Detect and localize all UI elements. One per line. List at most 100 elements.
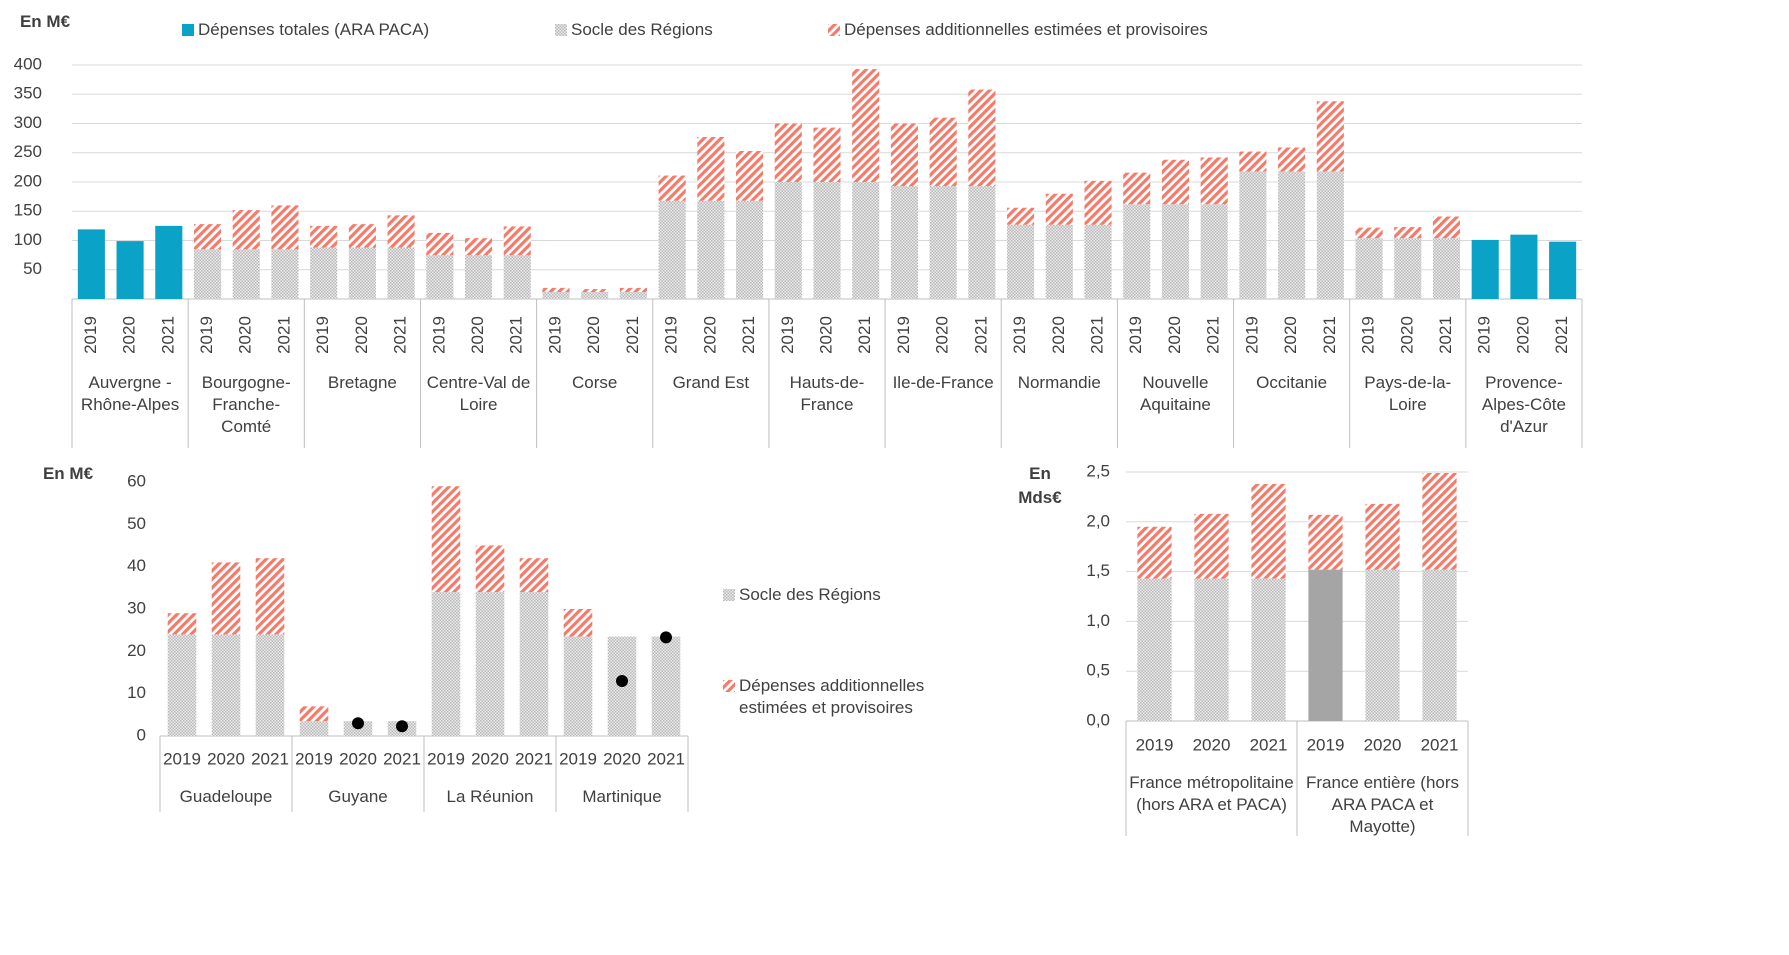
bar-segment — [968, 186, 996, 299]
x-tick-label: 2021 — [158, 316, 177, 354]
bar-segment — [271, 249, 299, 299]
x-tick-label: 2020 — [339, 749, 377, 768]
bar-segment — [1239, 151, 1267, 172]
y-tick-label: 1,5 — [1086, 561, 1110, 580]
bar-segment — [503, 226, 531, 256]
bar-segment — [1084, 224, 1112, 299]
x-tick-label: 2021 — [251, 749, 289, 768]
bar-segment — [697, 200, 725, 299]
y-tick-label: 350 — [14, 84, 42, 103]
bar-segment — [968, 89, 996, 187]
y-tick-label: 250 — [14, 142, 42, 161]
bar-segment — [431, 592, 461, 736]
bar-segment — [1394, 238, 1422, 299]
y-tick-label: 0,5 — [1086, 661, 1110, 680]
bar-segment — [736, 200, 764, 299]
bar-segment — [1084, 180, 1112, 225]
legend-label-box: Socle des Régions — [739, 585, 881, 604]
x-tick-label: 2019 — [81, 316, 100, 354]
x-tick-label: 2021 — [1204, 316, 1223, 354]
bar-segment — [1365, 503, 1400, 570]
x-tick-label: 2020 — [700, 316, 719, 354]
bar-segment — [1239, 171, 1267, 299]
bar-segment — [193, 224, 222, 250]
bar-segment — [813, 182, 841, 299]
group-label-box: Centre-Val de Loire — [427, 373, 531, 414]
x-tick-label: 2021 — [391, 316, 410, 354]
bar-segment — [310, 225, 338, 248]
x-tick-label: 2021 — [274, 316, 293, 354]
bar-segment — [426, 255, 454, 299]
group-label-box: France métropolitaine (hors ARA et PACA) — [1129, 773, 1293, 814]
x-tick-label: 2019 — [197, 316, 216, 354]
bar-segment — [1422, 569, 1457, 721]
bar-segment — [271, 205, 299, 250]
bar-segment — [1123, 172, 1151, 205]
group-label-box: France entière (hors ARA PACA et Mayotte… — [1306, 773, 1459, 836]
x-tick-label: 2020 — [1281, 316, 1300, 354]
bar-segment — [929, 186, 957, 299]
x-tick-label: 2021 — [515, 749, 553, 768]
x-tick-label: 2021 — [383, 749, 421, 768]
bar-segment — [1194, 513, 1229, 579]
bar-segment — [426, 232, 454, 256]
legend-swatch — [723, 680, 735, 692]
y-axis-label-box: En M€ — [43, 464, 93, 483]
x-tick-label: 2021 — [623, 316, 642, 354]
bar-segment — [1278, 171, 1306, 299]
y-tick-label: 10 — [127, 683, 146, 702]
x-tick-label: 2019 — [295, 749, 333, 768]
y-tick-label: 100 — [14, 230, 42, 249]
bar-segment — [1007, 207, 1035, 225]
dot-marker — [616, 674, 628, 687]
bar-segment — [1278, 147, 1306, 172]
bar-segment — [890, 186, 918, 299]
x-tick-label: 2020 — [120, 316, 139, 354]
y-tick-label: 30 — [127, 598, 146, 617]
bar-segment — [1137, 526, 1172, 579]
x-tick-label: 2020 — [603, 749, 641, 768]
bar-segment — [1422, 472, 1457, 570]
bar-segment — [348, 247, 376, 299]
legend-label-box: Dépenses additionnelles estimées et prov… — [844, 20, 1208, 39]
bar-segment — [852, 69, 880, 182]
group-label: Martinique — [582, 787, 662, 806]
bar-segment — [387, 215, 415, 248]
bar-segment — [1365, 569, 1400, 721]
x-tick-label: 2019 — [313, 316, 332, 354]
bar-segment — [1045, 224, 1073, 299]
group-label: Auvergne - Rhône-Alpes — [80, 373, 180, 414]
bar-segment — [1549, 241, 1577, 299]
y-tick-label: 1,0 — [1086, 611, 1110, 630]
bar-segment — [1161, 159, 1190, 205]
group-label: La Réunion — [446, 787, 534, 806]
legend-swatch — [555, 24, 567, 36]
legend-label: Dépenses additionnelles estimées et prov… — [739, 676, 925, 717]
x-tick-label: 2019 — [778, 316, 797, 354]
bar-segment — [1161, 204, 1190, 299]
group-label-box: Martinique — [582, 787, 662, 806]
bar-segment — [852, 182, 880, 299]
group-label-box: Bourgogne-Franche-Comté — [202, 373, 291, 436]
group-label: Bretagne — [327, 373, 397, 392]
x-tick-label: 2019 — [1242, 316, 1261, 354]
group-label-box: Bretagne — [327, 373, 397, 392]
bar-segment — [348, 224, 376, 248]
bar-segment — [1200, 204, 1228, 299]
group-label-box: Guadeloupe — [179, 787, 273, 806]
legend-label: Dépenses totales (ARA PACA) — [198, 20, 430, 39]
legend-label-box: Dépenses additionnelles estimées et prov… — [739, 676, 925, 717]
y-axis-label: En Mds€ — [1018, 464, 1062, 507]
y-tick-label: 0,0 — [1086, 710, 1110, 729]
bar-segment — [475, 545, 505, 593]
bar-segment — [1251, 483, 1286, 579]
bar-segment — [563, 609, 593, 637]
group-label: Guadeloupe — [179, 787, 273, 806]
x-tick-label: 2021 — [855, 316, 874, 354]
x-tick-label: 2020 — [236, 316, 255, 354]
y-axis-label-box: En M€ — [20, 12, 70, 31]
bar-segment — [929, 117, 957, 187]
group-label-box: Grand Est — [673, 373, 750, 392]
x-tick-label: 2020 — [1165, 316, 1184, 354]
